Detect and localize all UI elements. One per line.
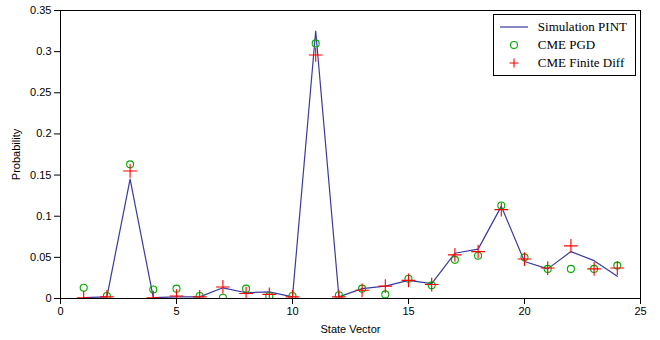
- svg-text:0: 0: [45, 292, 51, 304]
- svg-text:Probability: Probability: [10, 128, 22, 180]
- svg-text:0.05: 0.05: [30, 251, 51, 263]
- svg-text:State Vector: State Vector: [321, 323, 381, 335]
- svg-text:20: 20: [518, 305, 530, 317]
- svg-text:10: 10: [286, 305, 298, 317]
- svg-text:0.2: 0.2: [36, 127, 51, 139]
- html-text:Simulation PINT: Simulation PINT: [537, 19, 627, 34]
- svg-text:0.25: 0.25: [30, 86, 51, 98]
- svg-text:15: 15: [402, 305, 414, 317]
- svg-text:0: 0: [57, 305, 63, 317]
- html-text:CME Finite Diff: CME Finite Diff: [537, 55, 625, 70]
- html-text:CME PGD: CME PGD: [537, 37, 596, 52]
- svg-text:0.35: 0.35: [30, 4, 51, 16]
- svg-text:0.3: 0.3: [36, 45, 51, 57]
- svg-text:0.1: 0.1: [36, 210, 51, 222]
- svg-text:0.15: 0.15: [30, 169, 51, 181]
- svg-text:25: 25: [634, 305, 646, 317]
- svg-text:5: 5: [173, 305, 179, 317]
